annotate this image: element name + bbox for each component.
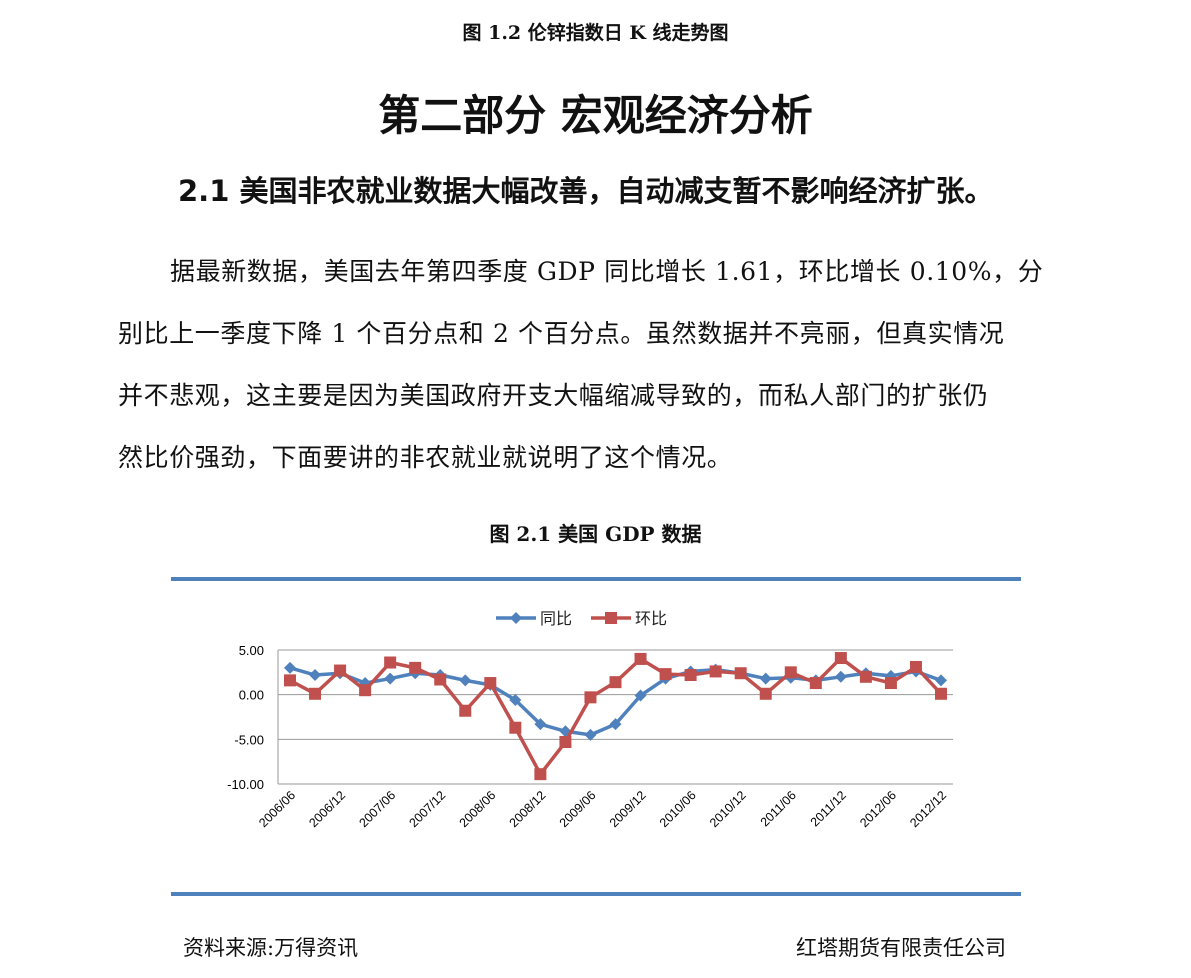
- data-point: [834, 652, 847, 665]
- data-point: [359, 684, 372, 697]
- data-point: [884, 669, 897, 682]
- chart-grid: [278, 649, 953, 785]
- data-point: [684, 669, 697, 682]
- gdp-line-chart: 同比 环比 5.000.00-5.00-10.00 2006/06 2006/12 2…: [227, 609, 953, 830]
- legend-label: 环比: [635, 609, 667, 628]
- data-point: [359, 677, 372, 690]
- x-tick-label: 2011/06: [758, 788, 799, 829]
- figure-caption: 图 2.1 美国 GDP 数据: [489, 522, 702, 546]
- data-point: [734, 667, 747, 680]
- legend-label: 同比: [540, 609, 572, 628]
- data-point: [459, 674, 472, 687]
- x-tick-label: 2011/12: [808, 788, 849, 829]
- data-point: [534, 718, 547, 731]
- paragraph-line: 别比上一季度下降 1 个百分点和 2 个百分点。虽然数据并不亮丽，但真实情况: [118, 319, 1005, 348]
- footer-source: 资料来源:万得资讯: [183, 936, 359, 960]
- x-tick-label: 2006/12: [306, 788, 348, 830]
- legend-marker: [510, 612, 522, 624]
- data-point: [459, 704, 472, 717]
- data-point: [709, 665, 722, 678]
- x-tick-label: 2012/06: [857, 788, 899, 830]
- paragraph-line: 并不悲观，这主要是因为美国政府开支大幅缩减导致的，而私人部门的扩张仍: [118, 381, 989, 410]
- data-point: [509, 694, 522, 707]
- data-point: [759, 672, 772, 685]
- x-tick-label: 2006/06: [256, 788, 298, 830]
- data-point: [659, 668, 672, 681]
- x-tick-label: 2010/06: [657, 788, 699, 830]
- data-point: [409, 661, 422, 674]
- data-point: [584, 728, 597, 741]
- data-point: [884, 677, 897, 690]
- data-point: [859, 670, 872, 683]
- data-point: [909, 660, 922, 673]
- data-point: [309, 687, 322, 700]
- section-title: 第二部分 宏观经济分析: [378, 91, 813, 140]
- chart-top-rule: [171, 577, 1021, 581]
- x-tick-label: 2009/06: [557, 788, 599, 830]
- x-tick-label: 2008/12: [507, 788, 549, 830]
- data-point: [834, 670, 847, 683]
- data-point: [309, 669, 322, 682]
- x-tick-label: 2007/06: [356, 788, 398, 830]
- x-tick-label: 2012/12: [907, 788, 949, 830]
- y-tick-label: 5.00: [239, 643, 264, 658]
- x-tick-label: 2007/12: [407, 788, 449, 830]
- x-tick-label: 2009/12: [607, 788, 649, 830]
- data-point: [584, 691, 597, 704]
- data-point: [384, 672, 397, 685]
- x-tick-label: 2008/06: [457, 788, 499, 830]
- data-point: [634, 652, 647, 665]
- x-axis: 2006/06 2006/12 2007/06 2007/12 2008/06 2008/…: [256, 788, 949, 830]
- data-point: [935, 674, 947, 687]
- data-point: [534, 768, 547, 781]
- data-point: [559, 736, 572, 749]
- data-point: [284, 674, 296, 687]
- data-point: [609, 718, 622, 731]
- paragraph-line: 据最新数据，美国去年第四季度 GDP 同比增长 1.61，环比增长 0.10%，…: [170, 257, 1044, 286]
- chart-series: [284, 652, 947, 781]
- previous-figure-caption: 图 1.2 伦锌指数日 K 线走势图: [462, 22, 729, 44]
- data-point: [334, 664, 347, 677]
- data-point: [484, 677, 497, 690]
- y-tick-label: -5.00: [234, 732, 264, 747]
- data-point: [759, 687, 772, 700]
- chart-bottom-rule: [171, 892, 1021, 896]
- data-point: [609, 676, 622, 689]
- x-tick-label: 2010/12: [707, 788, 749, 830]
- data-point: [434, 673, 447, 686]
- subsection-title: 2.1 美国非农就业数据大幅改善，自动减支暂不影响经济扩张。: [178, 174, 994, 208]
- legend-marker: [605, 612, 617, 624]
- footer-company: 红塔期货有限责任公司: [796, 936, 1006, 960]
- data-point: [784, 666, 797, 679]
- data-point: [935, 687, 947, 700]
- paragraph-line: 然比价强劲，下面要讲的非农就业就说明了这个情况。: [118, 443, 733, 472]
- data-point: [284, 661, 296, 674]
- y-tick-label: -10.00: [227, 777, 264, 792]
- y-tick-label: 0.00: [239, 688, 264, 703]
- y-axis: 5.00 0.00 -5.00 -10.00: [227, 643, 279, 792]
- data-point: [809, 677, 822, 690]
- data-point: [634, 689, 647, 702]
- data-point: [559, 725, 572, 738]
- chart-legend: 同比 环比: [496, 609, 667, 628]
- data-point: [384, 656, 397, 669]
- data-point: [509, 721, 522, 734]
